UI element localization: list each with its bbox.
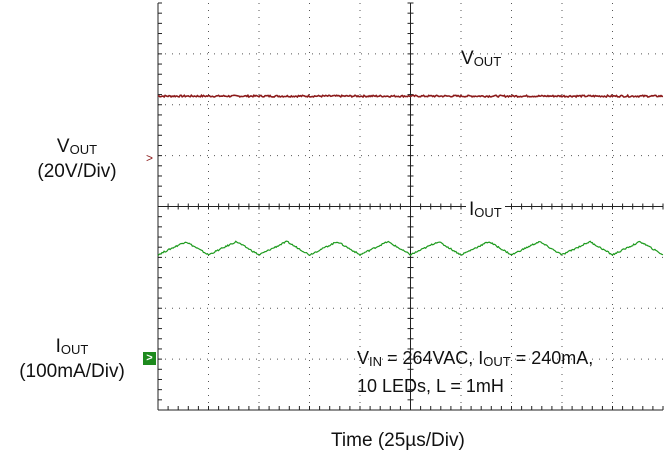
traces: [157, 93, 664, 257]
grid: [157, 2, 664, 411]
vout-trace-label: VOUT: [461, 48, 502, 69]
iout-trace: [157, 240, 664, 257]
x-axis-label: Time (25µs/Div): [331, 430, 465, 451]
annotation-line-2: 10 LEDs, L = 1mH: [357, 376, 504, 396]
iout-trace-label: IOUT: [466, 199, 505, 224]
vout-channel-marker-icon: >: [146, 151, 154, 165]
vout-trace: [157, 93, 664, 99]
iout-scale: (100mA/Div): [19, 361, 125, 382]
iout-channel-label: IOUT (100mA/Div): [2, 336, 142, 383]
vout-scale: (20V/Div): [37, 161, 117, 182]
iout-channel-marker-icon: >: [143, 352, 156, 365]
annotation-line-1: VIN = 264VAC, IOUT = 240mA,: [357, 348, 594, 369]
conditions-annotation: VIN = 264VAC, IOUT = 240mA, 10 LEDs, L =…: [357, 346, 593, 398]
vout-channel-label: VOUT (20V/Div): [12, 136, 142, 183]
